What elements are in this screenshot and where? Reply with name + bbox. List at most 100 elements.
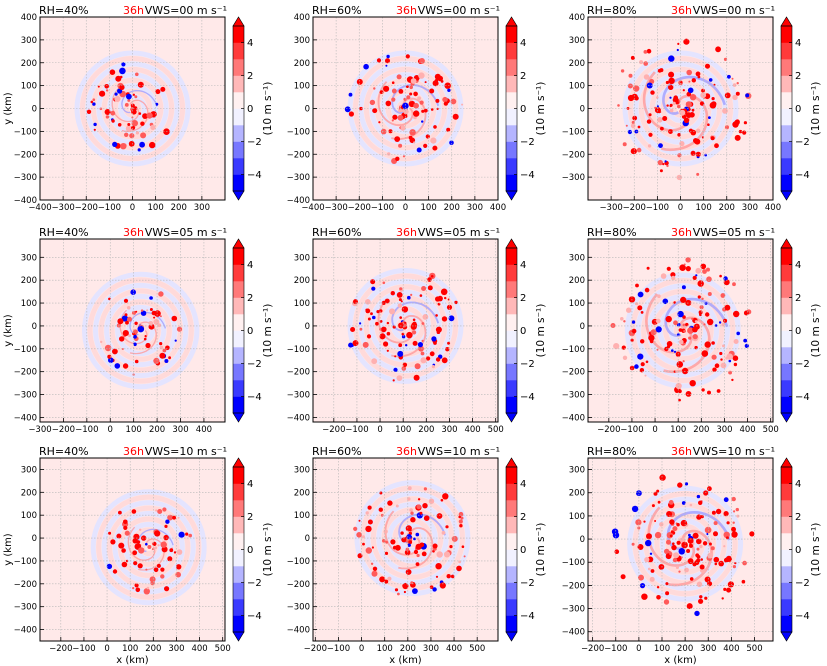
convective-cell — [610, 323, 616, 328]
convective-cell — [662, 116, 668, 121]
convective-cell — [370, 312, 373, 316]
convective-cell — [409, 92, 413, 96]
convective-cell — [622, 142, 627, 147]
colorbar-level — [781, 141, 792, 159]
colorbar-level — [781, 500, 792, 517]
panel-title-time: 36h — [396, 4, 417, 17]
wave-ring — [93, 282, 189, 379]
convective-cell — [123, 298, 129, 303]
convective-cell — [397, 592, 400, 596]
convective-cell — [176, 549, 183, 555]
colorbar-level — [233, 615, 244, 633]
colorbar-level — [233, 363, 244, 381]
convective-cell — [394, 136, 401, 143]
colorbar-level — [506, 281, 517, 298]
colorbar-tick-label: 2 — [795, 71, 801, 82]
x-tick-label: −200 — [49, 644, 72, 654]
convective-cell — [157, 544, 160, 547]
colorbar-level — [233, 582, 244, 600]
convective-cell — [666, 104, 669, 107]
colorbar-level — [233, 380, 244, 397]
colorbar-level — [781, 125, 792, 142]
convective-cell — [157, 509, 163, 514]
convective-cell — [677, 153, 682, 158]
x-tick-label: −200 — [304, 644, 327, 654]
convective-cell — [445, 347, 450, 352]
convective-cell — [683, 542, 688, 546]
convective-cell — [706, 267, 710, 272]
colorbar-tick-label: −4 — [520, 170, 535, 181]
x-tick-label: 0 — [377, 425, 382, 435]
convective-cell — [685, 257, 691, 263]
colorbar-extend-min — [505, 190, 518, 201]
convective-cell — [147, 545, 152, 549]
convective-cell — [150, 580, 155, 586]
convective-cell — [666, 539, 671, 545]
convective-cell — [728, 359, 732, 363]
convective-cell — [644, 557, 650, 563]
convective-cell — [381, 300, 386, 305]
convective-cell — [648, 132, 653, 137]
convective-cell — [701, 88, 705, 93]
convective-cell — [352, 340, 359, 347]
panel-title-rh: RH=40% — [39, 4, 89, 17]
convective-cell — [379, 309, 383, 313]
convective-cell — [122, 330, 129, 337]
convective-cell — [686, 69, 692, 76]
convective-cell — [415, 562, 420, 566]
convective-cell — [444, 82, 451, 89]
convective-cell — [420, 357, 427, 364]
panel-title-time: 36h — [671, 226, 692, 239]
convective-cell — [450, 574, 455, 579]
panel-title-time: 36h — [396, 445, 417, 458]
x-tick-label: 0 — [104, 644, 109, 654]
convective-cell — [131, 509, 137, 514]
convective-cell — [696, 494, 701, 499]
colorbar: −4 −2 0 2 4 (10 m s⁻¹) — [780, 16, 822, 201]
convective-cell — [673, 95, 678, 100]
convective-cell — [178, 531, 185, 538]
colorbar: −4 −2 0 2 4 (10 m s⁻¹) — [780, 238, 822, 423]
convective-cell — [154, 310, 161, 317]
convective-cell — [154, 530, 161, 537]
convective-cell — [692, 562, 697, 567]
colorbar-level — [233, 330, 244, 348]
colorbar-level — [233, 248, 244, 265]
convective-cell — [732, 282, 736, 287]
convective-cell — [669, 108, 674, 113]
convective-cell — [645, 360, 649, 364]
convective-cell — [631, 320, 636, 324]
colorbar-label: (10 m s⁻¹) — [810, 82, 822, 136]
convective-cell — [140, 132, 147, 139]
convective-cell — [348, 342, 354, 348]
convective-cell — [399, 316, 403, 319]
convective-cell — [707, 486, 712, 492]
panel-title-time: 36h — [123, 226, 144, 239]
convective-cell — [659, 169, 663, 173]
colorbar-extend-max — [232, 457, 245, 468]
convective-cell — [433, 125, 437, 129]
convective-cell — [685, 322, 689, 327]
convective-cell — [382, 281, 386, 285]
axes-frame — [39, 457, 226, 642]
y-tick-label: 100 — [294, 82, 310, 92]
field-layer — [610, 257, 752, 402]
y-tick-label: 0 — [580, 535, 585, 545]
convective-cell — [379, 576, 386, 583]
convective-cell — [169, 548, 174, 553]
convective-cell — [402, 582, 409, 590]
convective-cell — [126, 306, 131, 310]
convective-cell — [735, 507, 739, 512]
convective-cell — [649, 552, 653, 555]
colorbar-level — [781, 582, 792, 600]
convective-cell — [700, 515, 704, 519]
convective-cell — [731, 526, 736, 532]
convective-cell — [125, 125, 132, 132]
convective-cell — [736, 331, 740, 336]
convective-cell — [699, 544, 703, 549]
convective-cell — [650, 569, 655, 573]
colorbar-tick-label: 2 — [795, 293, 801, 304]
convective-cell — [689, 577, 694, 581]
colorbar-level — [506, 297, 517, 315]
